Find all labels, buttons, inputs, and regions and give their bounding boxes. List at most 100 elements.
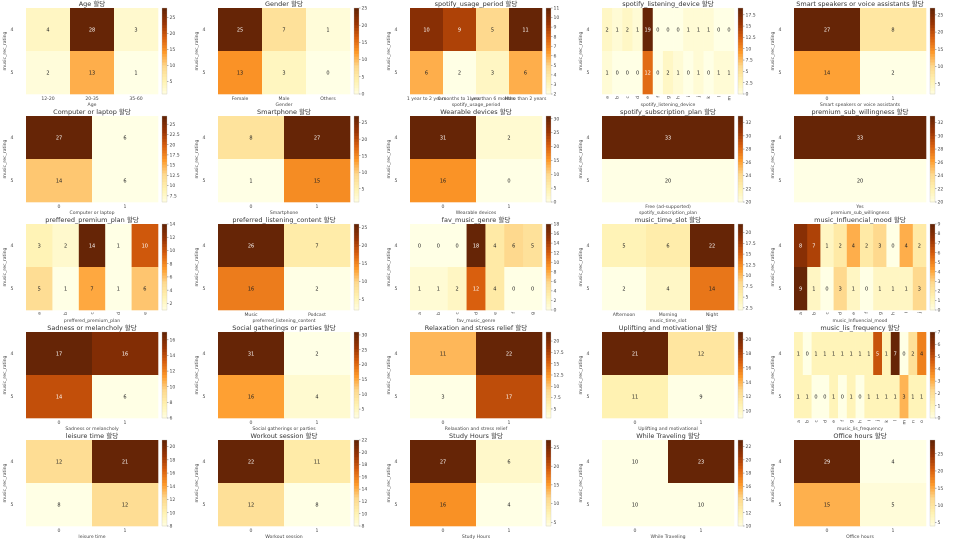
colorbar-segment — [546, 454, 551, 458]
y-tick-label: 5 — [587, 394, 590, 400]
colorbar-segment — [546, 45, 551, 49]
x-axis-label: Study Hours — [462, 534, 491, 540]
cell-value-label: 18 — [473, 243, 479, 249]
colorbar-tick-label: 14 — [170, 484, 176, 490]
colorbar-segment — [930, 187, 935, 191]
chart-title: Relaxation and stress relief 할당 — [425, 323, 527, 332]
x-tick-label: 0 — [58, 420, 61, 426]
colorbar-segment — [738, 147, 743, 151]
colorbar-tick-label: 25 — [362, 6, 368, 12]
chart-title: music_time_slot 할당 — [635, 215, 701, 224]
x-axis-label: spotify_listening_device — [641, 102, 696, 108]
colorbar-segment — [738, 332, 743, 336]
y-tick-label: 4 — [779, 27, 782, 33]
heatmap-cell — [26, 51, 71, 95]
heatmap-cell — [92, 483, 159, 527]
colorbar-segment — [930, 354, 935, 359]
colorbar-segment — [162, 363, 167, 367]
colorbar-segment — [162, 141, 167, 146]
heatmap-cell — [92, 116, 159, 160]
cell-value-label: 21 — [632, 351, 638, 357]
colorbar-tick-label: 15 — [170, 163, 176, 169]
colorbar-segment — [930, 400, 935, 405]
colorbar-segment — [354, 30, 359, 35]
colorbar-segment — [930, 45, 935, 49]
cell-value-label: 1 — [852, 286, 855, 292]
cell-value-label: 11 — [632, 394, 638, 400]
colorbar-tick-label: 5 — [362, 407, 365, 413]
colorbar-segment — [546, 229, 551, 233]
colorbar-segment — [546, 284, 551, 288]
colorbar-segment — [930, 337, 935, 341]
colorbar-segment — [162, 485, 167, 490]
x-tick-label: Afternoon — [613, 312, 635, 318]
colorbar-tick-label: 2 — [554, 298, 557, 304]
colorbar-segment — [546, 488, 551, 492]
cell-value-label: 0 — [707, 70, 710, 76]
colorbar-segment — [738, 25, 743, 29]
colorbar-segment — [162, 82, 167, 86]
colorbar-segment — [354, 520, 359, 524]
x-axis-label: Smartphone — [270, 210, 298, 216]
colorbar-segment — [354, 150, 359, 154]
colorbar-segment — [930, 520, 935, 524]
colorbar-segment — [738, 133, 743, 137]
colorbar-segment — [162, 85, 167, 89]
colorbar-segment — [930, 349, 935, 353]
colorbar-frame — [545, 223, 552, 311]
cell-value-label: 12 — [645, 70, 651, 76]
colorbar-segment — [930, 144, 935, 148]
colorbar-segment — [738, 292, 743, 297]
cell-value-label: 6 — [123, 394, 126, 400]
colorbar-segment — [354, 258, 359, 262]
colorbar-segment — [354, 181, 359, 186]
colorbar-segment — [546, 304, 551, 308]
cell-value-label: 8 — [315, 502, 318, 508]
colorbar-segment — [162, 272, 167, 276]
colorbar-segment — [354, 25, 359, 29]
colorbar-segment — [162, 264, 167, 268]
colorbar-tick-label: 20 — [938, 200, 944, 206]
colorbar-segment — [162, 42, 167, 46]
chart-title: Uplifting and motivational 할당 — [619, 323, 717, 332]
colorbar-tick-label: 6 — [170, 275, 173, 281]
colorbar-tick-label: 14 — [746, 380, 752, 386]
heatmap-cell — [92, 440, 159, 484]
colorbar-segment — [738, 400, 743, 405]
x-axis-label: Uplifting and motivational — [638, 426, 698, 432]
colorbar-tick-label: 16 — [746, 365, 752, 371]
cell-value-label: 5 — [876, 351, 879, 357]
heatmap-cell — [26, 116, 93, 160]
colorbar-segment — [354, 59, 359, 63]
x-tick-label: Night — [706, 312, 719, 318]
cell-value-label: 19 — [645, 27, 651, 33]
colorbar-segment — [930, 375, 935, 379]
colorbar-segment — [354, 272, 359, 276]
heatmap-cell — [26, 267, 53, 311]
cell-value-label: 1 — [885, 394, 888, 400]
colorbar-segment — [930, 190, 935, 194]
heatmap-cell — [218, 116, 285, 160]
cell-value-label: 1 — [636, 27, 639, 33]
colorbar-segment — [162, 346, 167, 350]
colorbar-segment — [354, 301, 359, 305]
colorbar-segment — [738, 127, 743, 131]
x-tick-label: Podcast — [308, 312, 326, 318]
colorbar-segment — [354, 366, 359, 370]
colorbar-segment — [930, 19, 935, 23]
colorbar-segment — [354, 8, 359, 12]
cell-value-label: 11 — [314, 459, 320, 465]
colorbar-segment — [162, 292, 167, 297]
x-tick-label: m — [727, 95, 732, 100]
cell-value-label: 10 — [423, 27, 429, 33]
y-tick-label: 4 — [779, 351, 782, 357]
colorbar-segment — [162, 53, 167, 58]
colorbar-segment — [930, 10, 935, 15]
heatmap-cell — [860, 51, 927, 95]
colorbar-segment — [354, 451, 359, 455]
heatmap-cell — [523, 267, 543, 311]
colorbar-segment — [162, 445, 167, 449]
x-tick-label: d — [474, 312, 480, 315]
